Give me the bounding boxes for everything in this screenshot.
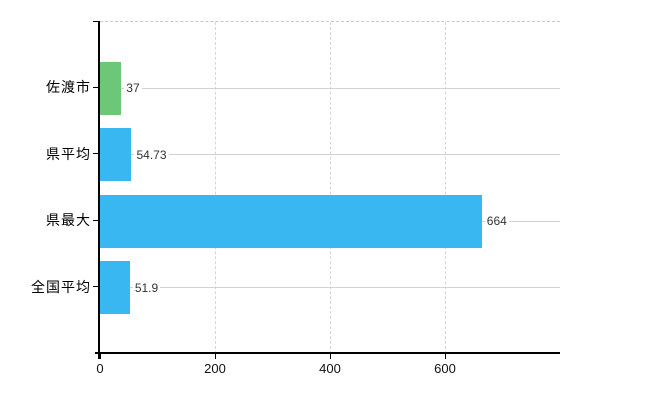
- bar-value-label: 37: [124, 81, 142, 96]
- bar-value-label: 664: [484, 214, 509, 229]
- bar: [100, 261, 130, 315]
- y-axis-tick: [93, 219, 100, 221]
- category-label: 佐渡市: [46, 79, 91, 96]
- x-axis-tick: [99, 353, 101, 359]
- bar: [100, 128, 132, 182]
- x-tick-label: 0: [96, 361, 104, 376]
- x-axis-tick: [329, 353, 331, 359]
- y-axis-top-tick: [93, 21, 100, 22]
- bar-value-label: 51.9: [132, 280, 161, 295]
- bar: [100, 61, 122, 115]
- category-gridline: [100, 154, 560, 156]
- x-tick-label: 400: [319, 361, 341, 376]
- plot-area: 37 54.73 664 51.9: [100, 21, 560, 354]
- category-label: 全国平均: [31, 278, 91, 295]
- bar: [100, 194, 482, 248]
- y-axis-line: [98, 21, 100, 359]
- x-tick-label: 200: [204, 361, 226, 376]
- vertical-gridline: [214, 22, 216, 354]
- vertical-gridline: [444, 22, 446, 354]
- y-axis-tick: [93, 286, 100, 288]
- category-gridline: [100, 87, 560, 89]
- bar-value-label: 54.73: [134, 147, 169, 162]
- x-axis-tick: [444, 353, 446, 359]
- y-axis-tick: [93, 86, 100, 88]
- x-axis-tick: [214, 353, 216, 359]
- vertical-gridline: [329, 22, 331, 354]
- x-tick-label: 600: [434, 361, 456, 376]
- category-label: 県平均: [46, 145, 91, 162]
- category-gridline: [100, 287, 560, 289]
- x-axis-line: [95, 352, 560, 354]
- category-label: 県最大: [46, 212, 91, 229]
- y-axis-tick: [93, 153, 100, 155]
